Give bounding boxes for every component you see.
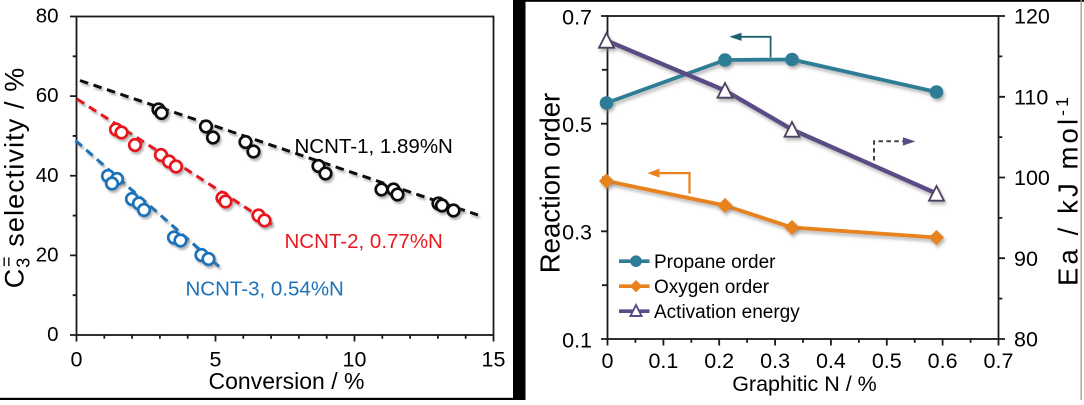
svg-text:100: 100 <box>1014 166 1050 190</box>
svg-text:0: 0 <box>71 348 83 372</box>
svg-text:NCNT-2, 0.77%N: NCNT-2, 0.77%N <box>285 230 443 253</box>
svg-text:Conversion / %: Conversion / % <box>209 368 365 394</box>
svg-text:0.6: 0.6 <box>928 349 958 373</box>
svg-text:15: 15 <box>482 348 506 372</box>
svg-text:0.1: 0.1 <box>562 328 592 352</box>
svg-text:NCNT-3, 0.54%N: NCNT-3, 0.54%N <box>186 278 344 301</box>
svg-text:Graphitic N / %: Graphitic N / % <box>732 372 877 396</box>
svg-text:Activation energy: Activation energy <box>654 302 800 323</box>
svg-text:0: 0 <box>602 349 614 373</box>
svg-text:0.5: 0.5 <box>872 349 902 373</box>
svg-text:0.7: 0.7 <box>984 349 1014 373</box>
svg-text:60: 60 <box>36 84 59 107</box>
svg-text:20: 20 <box>36 243 59 266</box>
svg-text:10: 10 <box>343 348 367 372</box>
svg-text:0.5: 0.5 <box>562 113 592 137</box>
svg-text:0.3: 0.3 <box>562 221 592 245</box>
svg-text:0: 0 <box>47 323 58 346</box>
svg-text:0.2: 0.2 <box>704 349 734 373</box>
svg-text:90: 90 <box>1014 247 1038 271</box>
svg-text:0.4: 0.4 <box>816 349 846 373</box>
svg-text:0.7: 0.7 <box>562 5 592 29</box>
svg-text:110: 110 <box>1014 86 1048 110</box>
svg-text:NCNT-1, 1.89%N: NCNT-1, 1.89%N <box>295 135 453 158</box>
svg-text:Reaction order: Reaction order <box>535 93 566 273</box>
svg-text:120: 120 <box>1014 5 1050 29</box>
svg-text:Ea / kJ mol-1: Ea / kJ mol-1 <box>1052 94 1084 286</box>
svg-text:Oxygen order: Oxygen order <box>654 277 770 298</box>
svg-text:80: 80 <box>1014 328 1038 352</box>
svg-text:40: 40 <box>36 164 59 187</box>
svg-text:5: 5 <box>210 348 222 372</box>
svg-text:80: 80 <box>36 5 59 28</box>
svg-text:0.1: 0.1 <box>648 349 678 373</box>
svg-text:0.3: 0.3 <box>760 349 790 373</box>
svg-text:Propane order: Propane order <box>654 252 776 273</box>
svg-text:C3= selectivity / %: C3= selectivity / % <box>0 67 34 289</box>
